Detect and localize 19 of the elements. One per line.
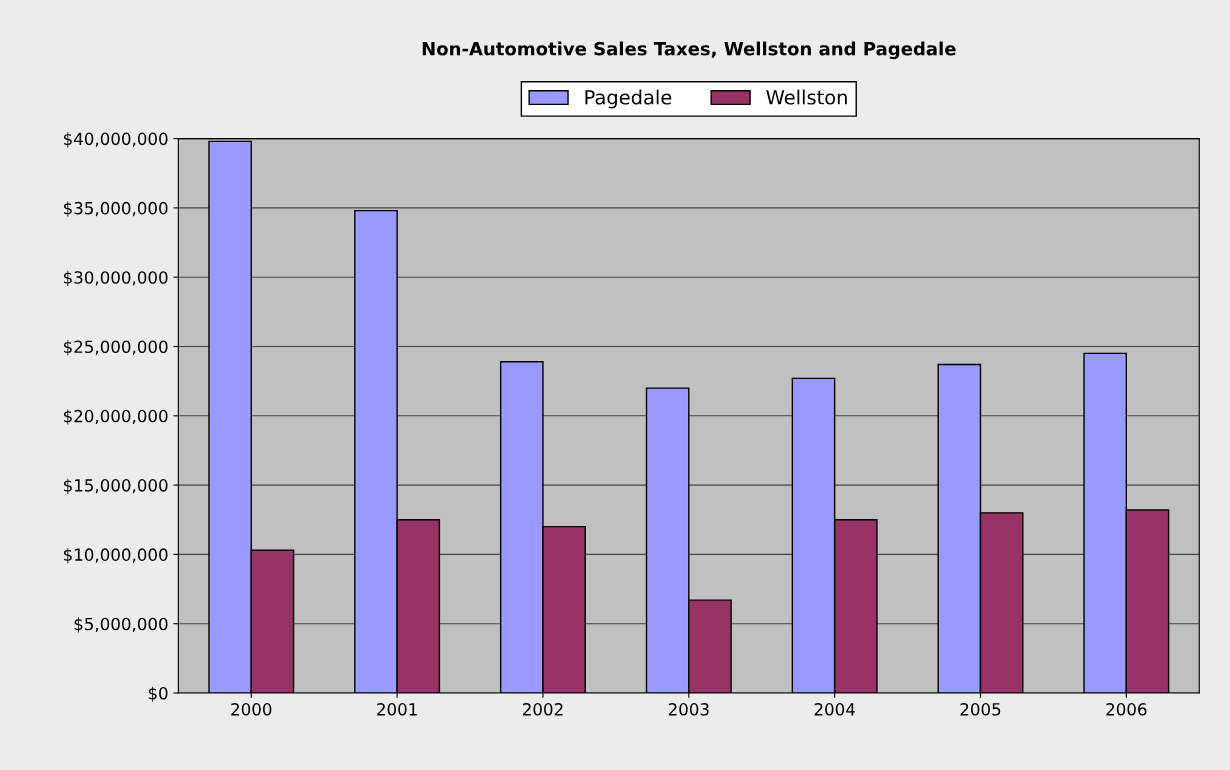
y-tick-label: $15,000,000	[63, 478, 168, 494]
y-tick-label: $30,000,000	[63, 270, 168, 286]
y-tick-label: $25,000,000	[63, 340, 168, 356]
x-tick-label: 2001	[377, 703, 417, 716]
x-tick-label: 2005	[960, 703, 1001, 716]
x-tick-label: 2006	[1106, 703, 1147, 716]
x-tick-label: 2004	[814, 703, 855, 716]
chart-title: Non-Automotive Sales Taxes, Wellston and Pagedale	[422, 41, 956, 60]
y-tick-label: $5,000,000	[74, 617, 168, 633]
legend-label: Wellston	[766, 89, 847, 105]
y-tick-label: $10,000,000	[63, 548, 168, 564]
y-tick-label: $0	[148, 686, 168, 702]
y-tick-label: $20,000,000	[63, 409, 168, 425]
legend-label: Pagedale	[585, 89, 672, 109]
x-tick-label: 2002	[522, 703, 563, 716]
y-tick-label: $40,000,000	[63, 132, 168, 148]
x-tick-label: 2003	[668, 703, 709, 716]
x-tick-label: 2000	[231, 703, 272, 716]
y-tick-label: $35,000,000	[63, 201, 168, 217]
